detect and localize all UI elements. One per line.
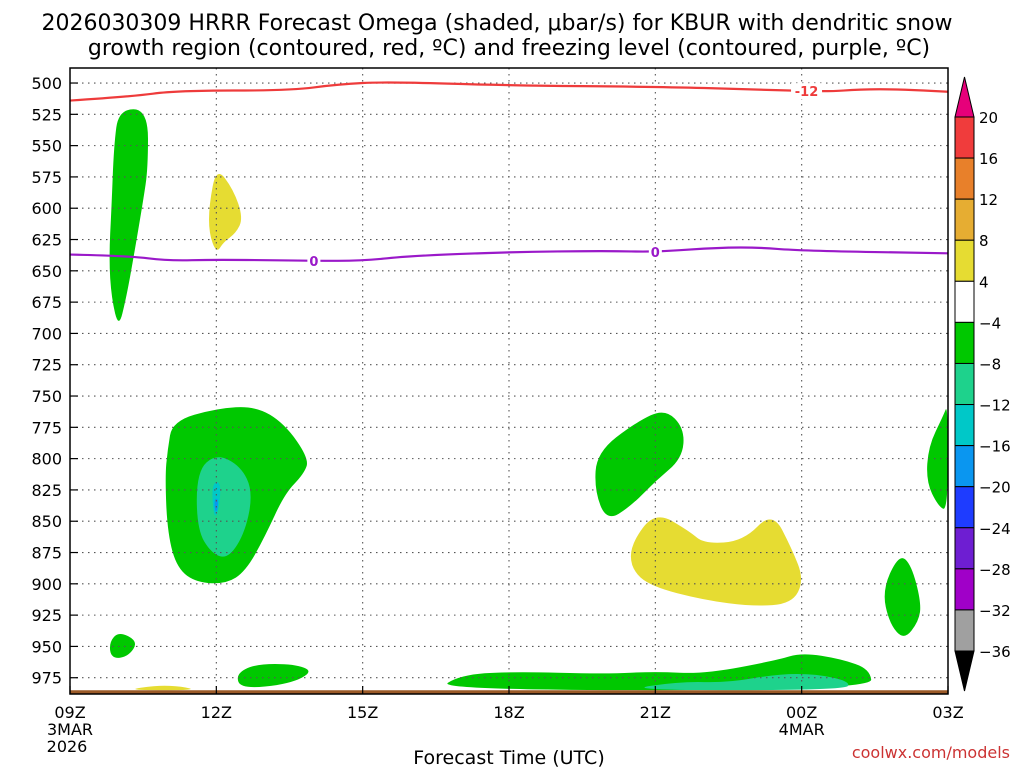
colorbar-label--16: −16 (979, 438, 1011, 456)
y-tick-label-575: 575 (31, 168, 62, 187)
colorbar-label-4: 4 (979, 273, 989, 291)
y-tick-label-625: 625 (31, 231, 62, 250)
contour-label-freezing-level-0C-1: 0 (651, 246, 660, 261)
y-tick-label-850: 850 (31, 512, 62, 531)
colorbar-label-20: 20 (979, 109, 998, 127)
chart-title-line-1: 2026030309 HRRR Forecast Omega (shaded, … (41, 11, 952, 36)
x-tick-label-18Z: 18Z (493, 703, 524, 722)
omega-shading (109, 109, 948, 691)
contour-label-bg (307, 252, 321, 269)
omega-region-5 (214, 498, 218, 512)
colorbar-bin-8-to-12 (954, 198, 975, 241)
y-axis: 500 525 550 575 600 625 650 675 700 725 750 775 800 8… (31, 74, 78, 688)
omega-region-1 (209, 174, 242, 250)
x-tick-label-03Z: 03Z (932, 703, 963, 722)
omega-colorbar: 20 16 12 8 4 −4 −8 −12 −16 −20 −24 −28 −32 −36 (954, 76, 1011, 692)
omega-region-8 (135, 685, 191, 691)
colorbar-label--8: −8 (979, 355, 1001, 373)
colorbar-bin--24-to--20 (954, 486, 975, 529)
omega-region-11 (595, 412, 684, 517)
colorbar-bin--16-to--12 (954, 404, 975, 447)
y-tick-label-925: 925 (31, 606, 62, 625)
colorbar-bin--12-to--8 (954, 362, 975, 406)
colorbar-bin--20-to--16 (954, 445, 975, 488)
y-tick-label-800: 800 (31, 450, 62, 469)
colorbar-label--24: −24 (979, 520, 1011, 538)
contour-label-dendritic-growth-minus12C-0: -12 (795, 85, 819, 100)
colorbar-label--36: −36 (979, 643, 1011, 661)
colorbar-label--32: −32 (979, 602, 1011, 620)
y-tick-label-875: 875 (31, 544, 62, 563)
y-tick-label-950: 950 (31, 637, 62, 656)
temperature-contours (70, 81, 948, 262)
colorbar-label--28: −28 (979, 561, 1011, 579)
colorbar-bin-12-to-16 (954, 157, 975, 200)
y-tick-label-750: 750 (31, 387, 62, 406)
colorbar-over-triangle (954, 76, 975, 118)
credit-text: coolwx.com/models (852, 743, 1010, 762)
colorbar-label-16: 16 (979, 150, 998, 168)
colorbar-bin--32-to--28 (954, 568, 975, 611)
colorbar-under-triangle (954, 650, 975, 692)
y-tick-label-700: 700 (31, 324, 62, 343)
x-date-label-4MAR: 4MAR (779, 720, 825, 739)
x-date-label-3MAR: 3MAR (47, 720, 93, 739)
omega-region-3 (196, 457, 251, 557)
omega-region-13 (884, 558, 921, 636)
x-axis-label: Forecast Time (UTC) (413, 747, 604, 768)
contour-freezing-level-0C (70, 246, 948, 262)
x-tick-label-09Z: 09Z (54, 703, 85, 722)
colorbar-label--20: −20 (979, 479, 1011, 497)
x-tick-label-12Z: 12Z (201, 703, 232, 722)
colorbar-label-12: 12 (979, 191, 998, 209)
y-tick-label-650: 650 (31, 262, 62, 281)
contour-label-bg (648, 244, 662, 261)
omega-region-12 (630, 517, 802, 606)
y-tick-label-900: 900 (31, 575, 62, 594)
colorbar-bin-4-to-8 (954, 239, 975, 282)
omega-region-0 (109, 109, 148, 321)
contour-label-freezing-level-0C-0: 0 (309, 255, 318, 270)
omega-region-7 (237, 664, 309, 688)
y-tick-label-525: 525 (31, 105, 62, 124)
omega-region-6 (109, 634, 136, 658)
colorbar-bin-16-to-20 (954, 116, 975, 159)
gridlines (70, 68, 948, 694)
colorbar-label-8: 8 (979, 232, 989, 250)
y-tick-label-550: 550 (31, 137, 62, 156)
chart-title-line-2: growth region (contoured, red, ºC) and f… (88, 36, 930, 61)
x-year-label: 2026 (47, 737, 88, 756)
contour-labels: -12 0 0 (307, 83, 823, 270)
omega-region-14 (927, 409, 948, 509)
y-tick-label-975: 975 (31, 669, 62, 688)
x-tick-label-00Z: 00Z (786, 703, 817, 722)
y-tick-label-600: 600 (31, 199, 62, 218)
x-tick-label-21Z: 21Z (640, 703, 671, 722)
y-tick-label-500: 500 (31, 74, 62, 93)
contour-dendritic-growth-minus12C (70, 81, 948, 102)
colorbar-bin--8-to--4 (954, 321, 975, 364)
colorbar-label--4: −4 (979, 314, 1001, 332)
x-tick-label-15Z: 15Z (347, 703, 378, 722)
colorbar-bin--4-to-4 (954, 280, 975, 323)
colorbar-label--12: −12 (979, 397, 1011, 415)
contour-label-bg (791, 83, 823, 100)
y-tick-label-825: 825 (31, 481, 62, 500)
colorbar-bin--36-to--32 (954, 609, 975, 652)
y-tick-label-725: 725 (31, 356, 62, 375)
y-tick-label-675: 675 (31, 293, 62, 312)
colorbar-bin--28-to--24 (954, 527, 975, 570)
y-tick-label-775: 775 (31, 418, 62, 437)
